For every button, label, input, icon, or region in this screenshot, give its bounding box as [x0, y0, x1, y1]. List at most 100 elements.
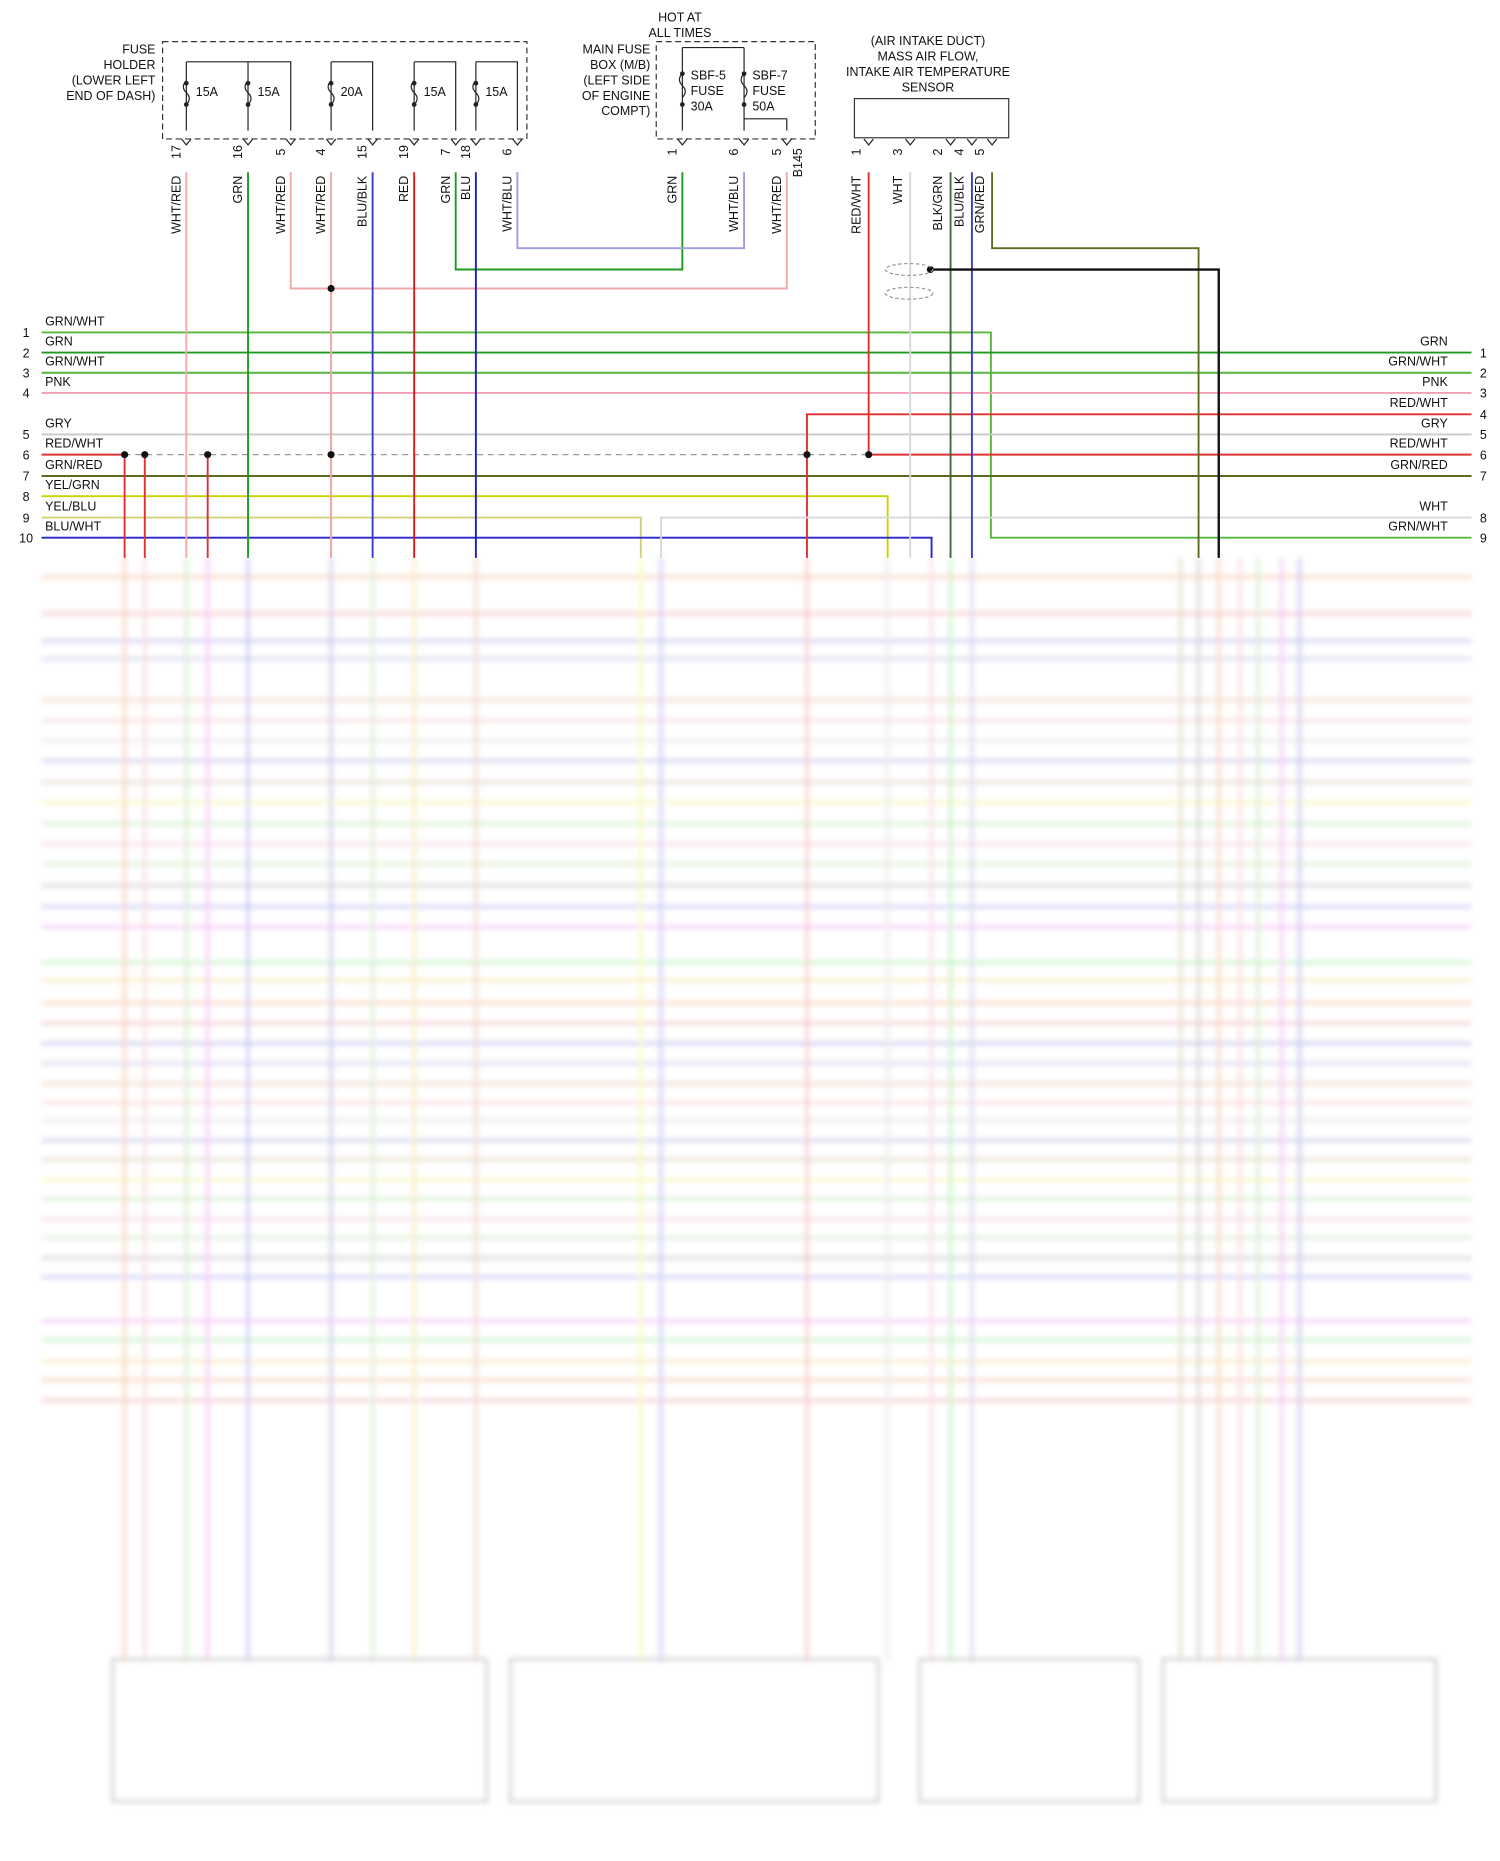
terminal: [473, 102, 479, 107]
wire-label: GRN/WHT: [1388, 520, 1448, 534]
wire-label: GRY: [1421, 416, 1448, 430]
wire-label: BLU/BLK: [356, 175, 370, 227]
fuse-rating: 20A: [341, 85, 364, 99]
fuse-label: FUSE: [691, 84, 724, 98]
pin-number: 19: [397, 145, 411, 159]
connector-pin: [242, 138, 254, 146]
wire-label: BLU/BLK: [953, 175, 967, 227]
splice: [141, 451, 149, 459]
fuse-label: 50A: [752, 99, 775, 113]
fuse-symbol: [472, 80, 480, 105]
terminal: [183, 80, 189, 86]
main-fuse-box: [655, 41, 816, 140]
wire-label: RED/WHT: [45, 437, 103, 451]
fuse-symbol: [327, 80, 335, 105]
row-number: 9: [23, 511, 30, 525]
faint-relay: [1161, 1657, 1438, 1803]
bus: [414, 61, 457, 131]
shield-drain: [930, 268, 1220, 558]
pin-number: 5: [973, 148, 987, 155]
shield: [884, 286, 934, 300]
row-number: 4: [1480, 408, 1487, 422]
connector-pin: [367, 138, 378, 146]
wire: [41, 536, 933, 558]
pin-number: 7: [439, 148, 453, 155]
terminal: [741, 71, 747, 77]
wire-label: PNK: [45, 375, 71, 389]
wire-label: GRN: [231, 176, 245, 204]
wire: [289, 172, 788, 290]
row-number: 1: [1480, 346, 1487, 360]
fuse-symbol: [678, 73, 686, 98]
row-number: 7: [23, 470, 30, 484]
wire-label: BLU/WHT: [45, 520, 101, 534]
connector-pin: [945, 138, 956, 146]
fuse-symbol: [740, 73, 748, 98]
connector-pin: [863, 138, 874, 146]
wire-label: RED: [397, 176, 411, 202]
fuse-rating: 15A: [485, 85, 508, 99]
row-number: 6: [1480, 448, 1487, 462]
wire-label: GRN: [439, 176, 453, 204]
fuse-label: SBF-7: [752, 69, 787, 83]
wire-label: GRN: [45, 334, 73, 348]
fuse-rating: 15A: [424, 85, 447, 99]
fuse-symbol: [182, 80, 190, 105]
row-number: 2: [23, 346, 30, 360]
fuse-label: SBF-5: [691, 69, 726, 83]
terminal: [473, 80, 479, 86]
row-number: 3: [1480, 387, 1487, 401]
wire-label: GRN/WHT: [45, 355, 105, 369]
splice: [204, 451, 212, 459]
component-label: COMPT): [601, 104, 650, 118]
component-label: (AIR INTAKE DUCT): [871, 34, 986, 48]
terminal: [183, 102, 189, 107]
wire-label: GRN/WHT: [45, 314, 105, 328]
component-label: OF ENGINE: [582, 89, 651, 103]
terminal: [245, 102, 251, 107]
note: ALL TIMES: [648, 26, 711, 40]
pin-number: 1: [665, 148, 679, 155]
wire-label: WHT/RED: [169, 176, 183, 234]
connector-pin: [470, 138, 482, 146]
wire-label: GRN/RED: [1390, 458, 1447, 472]
fuse-label: 30A: [691, 99, 714, 113]
row-number: 5: [23, 428, 30, 442]
pin-number: 16: [231, 145, 245, 159]
component-label: MASS AIR FLOW,: [877, 50, 978, 64]
faint-relay: [918, 1657, 1141, 1803]
bus: [744, 118, 788, 131]
connector-pin: [408, 138, 420, 146]
wire-label: GRN: [665, 176, 679, 204]
fuse-symbol: [244, 80, 252, 105]
wire-label: BLK/GRN: [931, 176, 945, 231]
row-number: 10: [19, 531, 33, 545]
row-number: 2: [1480, 366, 1487, 380]
fuse-symbol: [410, 80, 418, 105]
blurred-region: [41, 557, 1472, 1803]
wires: [41, 172, 1472, 558]
wire-label: WHT: [891, 175, 905, 204]
connector-pin: [450, 138, 461, 146]
component-label: SENSOR: [902, 80, 955, 94]
terminal: [245, 80, 251, 86]
note: HOT AT: [658, 10, 702, 24]
row-number: 7: [1480, 470, 1487, 484]
splice: [327, 451, 335, 459]
terminal: [679, 71, 685, 77]
component-label: INTAKE AIR TEMPERATURE: [846, 65, 1010, 79]
wire-label: GRN: [1420, 334, 1448, 348]
terminal: [328, 80, 334, 86]
bus: [475, 61, 518, 131]
pin-number: 15: [356, 145, 370, 159]
connector-pin: [986, 138, 998, 146]
wire-label: YEL/BLU: [45, 499, 96, 513]
pin-number: 17: [169, 145, 183, 159]
fuse-rating: 15A: [196, 85, 219, 99]
wire: [991, 172, 1200, 558]
bus: [186, 61, 292, 131]
connector-pin: [966, 138, 978, 146]
wire-label: PNK: [1422, 375, 1448, 389]
